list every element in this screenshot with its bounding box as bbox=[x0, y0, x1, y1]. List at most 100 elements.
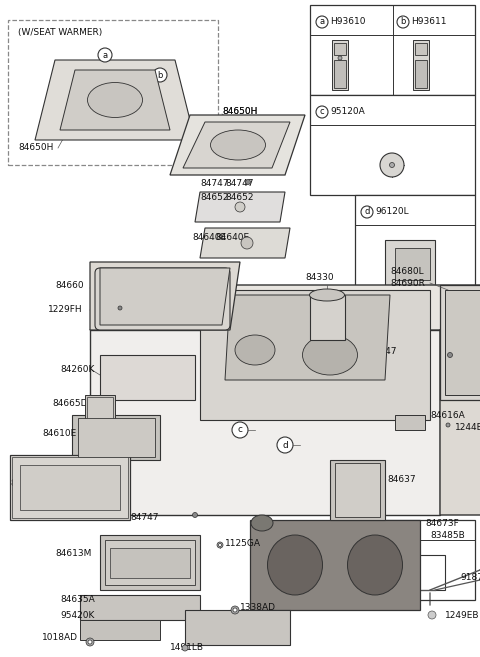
Polygon shape bbox=[110, 548, 190, 578]
Polygon shape bbox=[250, 520, 420, 610]
Text: 84680L: 84680L bbox=[390, 267, 424, 277]
Polygon shape bbox=[183, 122, 290, 168]
Polygon shape bbox=[90, 285, 480, 330]
Text: c: c bbox=[320, 108, 324, 116]
Polygon shape bbox=[395, 415, 425, 430]
Text: 84665D: 84665D bbox=[52, 399, 87, 409]
Text: 84660: 84660 bbox=[55, 281, 84, 290]
Circle shape bbox=[241, 237, 253, 249]
Text: b: b bbox=[157, 70, 163, 79]
Polygon shape bbox=[105, 540, 195, 585]
Polygon shape bbox=[370, 555, 445, 590]
Polygon shape bbox=[335, 463, 380, 517]
Polygon shape bbox=[334, 60, 346, 88]
Polygon shape bbox=[225, 295, 390, 380]
Circle shape bbox=[245, 179, 251, 185]
Text: 84616A: 84616A bbox=[430, 411, 465, 420]
Circle shape bbox=[182, 645, 188, 651]
Polygon shape bbox=[12, 457, 128, 518]
Polygon shape bbox=[72, 415, 160, 460]
Text: d: d bbox=[282, 440, 288, 449]
Text: a: a bbox=[102, 51, 108, 60]
Polygon shape bbox=[80, 595, 200, 620]
Circle shape bbox=[218, 543, 221, 547]
Polygon shape bbox=[90, 330, 440, 515]
Polygon shape bbox=[332, 40, 348, 90]
Ellipse shape bbox=[235, 335, 275, 365]
Circle shape bbox=[192, 512, 197, 518]
Bar bbox=[8, 20, 218, 165]
Text: 84330: 84330 bbox=[305, 273, 334, 283]
Polygon shape bbox=[78, 418, 155, 457]
Circle shape bbox=[316, 106, 328, 118]
Polygon shape bbox=[413, 40, 429, 90]
Text: 84610E: 84610E bbox=[42, 430, 76, 438]
Polygon shape bbox=[200, 290, 430, 420]
Text: d: d bbox=[364, 208, 370, 217]
Text: 84690R: 84690R bbox=[390, 279, 425, 288]
Text: 84635A: 84635A bbox=[60, 595, 95, 604]
Polygon shape bbox=[445, 290, 480, 395]
Text: 95420K: 95420K bbox=[60, 610, 95, 620]
Ellipse shape bbox=[87, 83, 143, 118]
Polygon shape bbox=[100, 268, 230, 325]
Text: 84650H: 84650H bbox=[222, 108, 257, 116]
Text: 83485B: 83485B bbox=[430, 530, 465, 539]
Text: 1125GA: 1125GA bbox=[225, 539, 261, 547]
Circle shape bbox=[316, 16, 328, 28]
Circle shape bbox=[232, 422, 248, 438]
Circle shape bbox=[428, 611, 436, 619]
Polygon shape bbox=[185, 610, 290, 645]
Polygon shape bbox=[87, 397, 113, 418]
Circle shape bbox=[86, 638, 94, 646]
Text: 84747: 84747 bbox=[200, 179, 228, 189]
Text: 1018AD: 1018AD bbox=[42, 633, 78, 643]
Ellipse shape bbox=[267, 535, 323, 595]
Text: 84673F: 84673F bbox=[425, 518, 459, 528]
Bar bbox=[355, 195, 475, 295]
Ellipse shape bbox=[211, 130, 265, 160]
Polygon shape bbox=[415, 60, 427, 88]
Text: 84747: 84747 bbox=[368, 348, 396, 357]
Text: 91870F: 91870F bbox=[460, 574, 480, 583]
Polygon shape bbox=[395, 248, 430, 280]
Polygon shape bbox=[80, 620, 160, 640]
Text: 18643A: 18643A bbox=[362, 526, 397, 535]
Text: c: c bbox=[238, 426, 242, 434]
Circle shape bbox=[233, 608, 237, 612]
Polygon shape bbox=[60, 70, 170, 130]
Circle shape bbox=[217, 542, 223, 548]
Circle shape bbox=[338, 56, 342, 60]
Text: 95120A: 95120A bbox=[330, 108, 365, 116]
Polygon shape bbox=[330, 460, 385, 520]
Polygon shape bbox=[90, 262, 240, 330]
Polygon shape bbox=[415, 43, 427, 55]
Text: 84640E: 84640E bbox=[215, 233, 249, 242]
Circle shape bbox=[153, 68, 167, 82]
Polygon shape bbox=[310, 295, 345, 340]
Text: b: b bbox=[400, 18, 406, 26]
Polygon shape bbox=[10, 455, 130, 520]
Text: H93611: H93611 bbox=[411, 18, 446, 26]
Polygon shape bbox=[100, 535, 200, 590]
Circle shape bbox=[231, 606, 239, 614]
Circle shape bbox=[118, 306, 122, 310]
Text: 84637: 84637 bbox=[387, 476, 416, 484]
Text: 1244BF: 1244BF bbox=[455, 422, 480, 432]
Polygon shape bbox=[170, 115, 305, 175]
Text: a: a bbox=[319, 18, 324, 26]
Text: 84747: 84747 bbox=[225, 179, 253, 189]
Text: 84640E: 84640E bbox=[192, 233, 226, 242]
Circle shape bbox=[447, 353, 453, 357]
Polygon shape bbox=[35, 60, 195, 140]
Ellipse shape bbox=[348, 535, 403, 595]
Circle shape bbox=[389, 162, 395, 168]
Polygon shape bbox=[440, 285, 480, 515]
Text: 1229FH: 1229FH bbox=[48, 306, 83, 315]
Ellipse shape bbox=[310, 289, 345, 301]
Circle shape bbox=[446, 423, 450, 427]
Polygon shape bbox=[334, 43, 346, 55]
Polygon shape bbox=[100, 355, 195, 400]
Text: 1491LB: 1491LB bbox=[170, 643, 204, 652]
Text: 84625K: 84625K bbox=[270, 296, 304, 304]
